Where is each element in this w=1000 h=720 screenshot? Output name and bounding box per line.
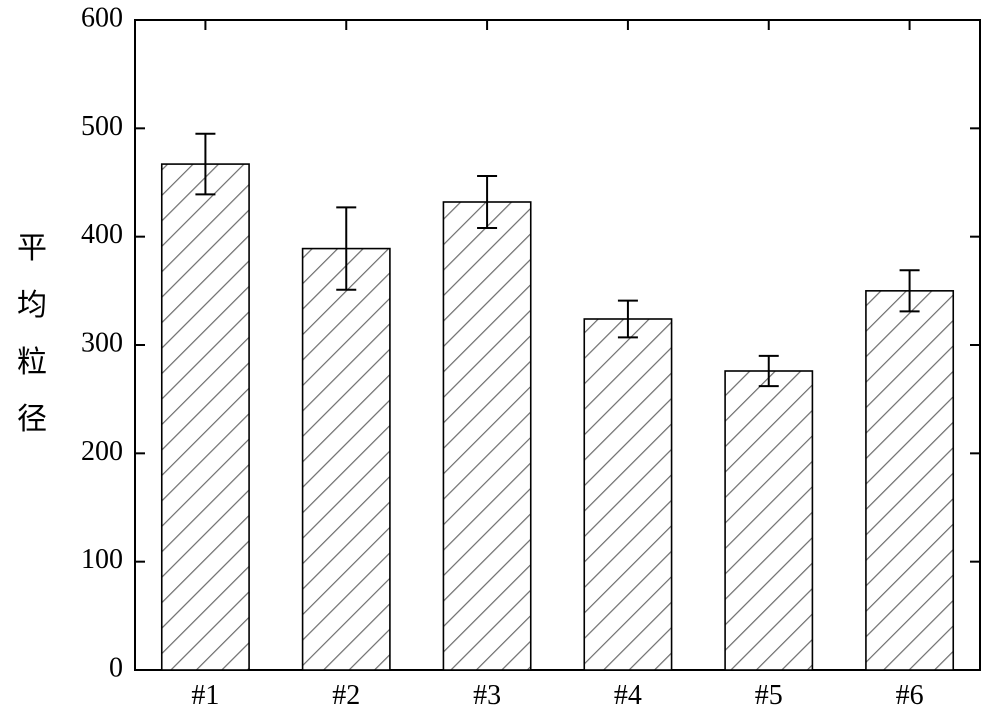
x-tick-label: #1 xyxy=(191,680,219,711)
x-tick-label: #4 xyxy=(614,680,642,711)
y-axis-label-char: 平 xyxy=(17,232,47,265)
bar xyxy=(725,356,812,670)
x-tick-label: #5 xyxy=(755,680,783,711)
y-tick-label: 500 xyxy=(81,111,123,142)
bar xyxy=(584,301,671,670)
bar xyxy=(303,207,390,670)
chart-svg: 0 100 200 300 400 500 600 #1 #2 #3 #4 #5 #6 平均粒径 xyxy=(0,0,1000,720)
y-axis-label-char: 均 xyxy=(17,289,47,322)
y-tick-label: 100 xyxy=(81,544,123,575)
y-tick-label: 0 xyxy=(109,652,123,683)
y-axis-label-char: 粒 xyxy=(17,346,47,379)
y-tick-label: 300 xyxy=(81,327,123,358)
bar xyxy=(866,270,953,670)
y-tick-label: 200 xyxy=(81,436,123,467)
y-tick-label: 400 xyxy=(81,219,123,250)
y-axis-label-char: 径 xyxy=(17,403,47,436)
bar xyxy=(162,134,249,670)
bar-chart: 0 100 200 300 400 500 600 #1 #2 #3 #4 #5 #6 平均粒径 xyxy=(0,0,1000,720)
x-tick-label: #2 xyxy=(332,680,360,711)
y-tick-label: 600 xyxy=(81,2,123,33)
bar xyxy=(443,176,530,670)
x-tick-label: #6 xyxy=(896,680,924,711)
x-tick-label: #3 xyxy=(473,680,501,711)
